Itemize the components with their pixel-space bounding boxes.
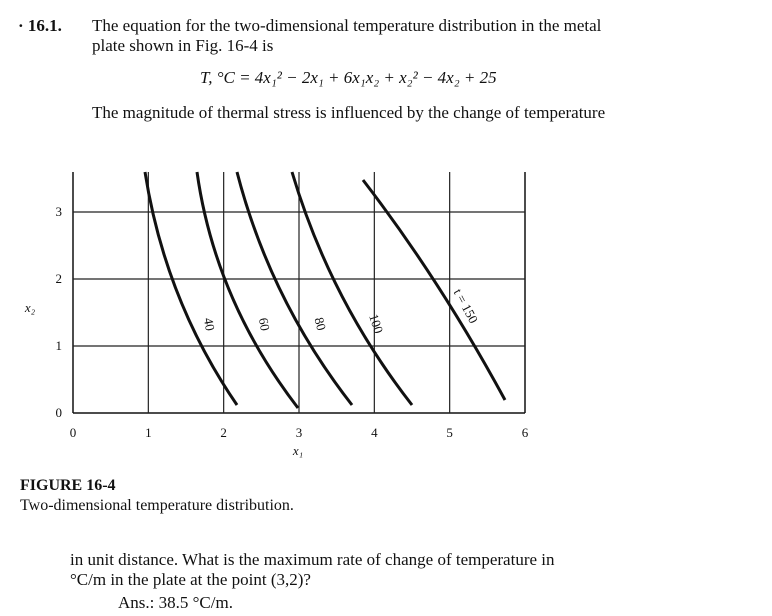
- x-tick-label: 4: [371, 425, 378, 440]
- contour: [361, 179, 507, 401]
- contour-label: t = 150: [451, 286, 482, 326]
- answer: Ans.: 38.5 °C/m.: [118, 593, 233, 613]
- answer-label: Ans.:: [118, 593, 155, 612]
- contour: [195, 171, 300, 409]
- y-tick-label: 0: [56, 405, 63, 420]
- x-tick-label: 2: [220, 425, 227, 440]
- y-tick-label: 3: [56, 204, 63, 219]
- bullet: ·: [18, 16, 28, 35]
- figure-title: FIGURE 16-4: [20, 477, 116, 494]
- figure-caption: Two-dimensional temperature distribution…: [20, 497, 294, 514]
- x-tick-label: 1: [145, 425, 152, 440]
- problem-line: plate shown in Fig. 16-4 is: [92, 36, 274, 55]
- contour: [235, 171, 354, 406]
- problem-number: · 16.1.: [18, 16, 62, 36]
- x-axis-label: x₁: [292, 443, 303, 458]
- equation: T, °C = 4x₁² − 2x₁ + 6x₁x₂ + x₂² − 4x₂ +…: [200, 68, 497, 87]
- paragraph: The magnitude of thermal stress is influ…: [92, 103, 606, 122]
- contours: [143, 171, 507, 409]
- problem-line: The equation for the two-dimensional tem…: [92, 16, 602, 35]
- continuation-line: °C/m in the plate at the point (3,2)?: [70, 570, 311, 589]
- x-tick-label: 3: [296, 425, 303, 440]
- contour: [290, 171, 414, 406]
- contour-label: 80: [311, 316, 329, 332]
- continuation-line: in unit distance. What is the maximum ra…: [70, 550, 555, 569]
- x-tick-label: 6: [522, 425, 529, 440]
- number: 16.1.: [27, 16, 62, 35]
- contour-label: 40: [201, 317, 218, 332]
- answer-value: 38.5 °C/m.: [158, 593, 233, 612]
- contour: [143, 171, 239, 406]
- y-axis-label: x₂: [24, 300, 36, 315]
- y-tick-label: 2: [56, 271, 63, 286]
- x-tick-label: 0: [70, 425, 77, 440]
- contour-label: 60: [256, 317, 273, 332]
- y-tick-label: 1: [56, 338, 63, 353]
- x-tick-label: 5: [446, 425, 453, 440]
- contour-label: 100: [366, 312, 386, 335]
